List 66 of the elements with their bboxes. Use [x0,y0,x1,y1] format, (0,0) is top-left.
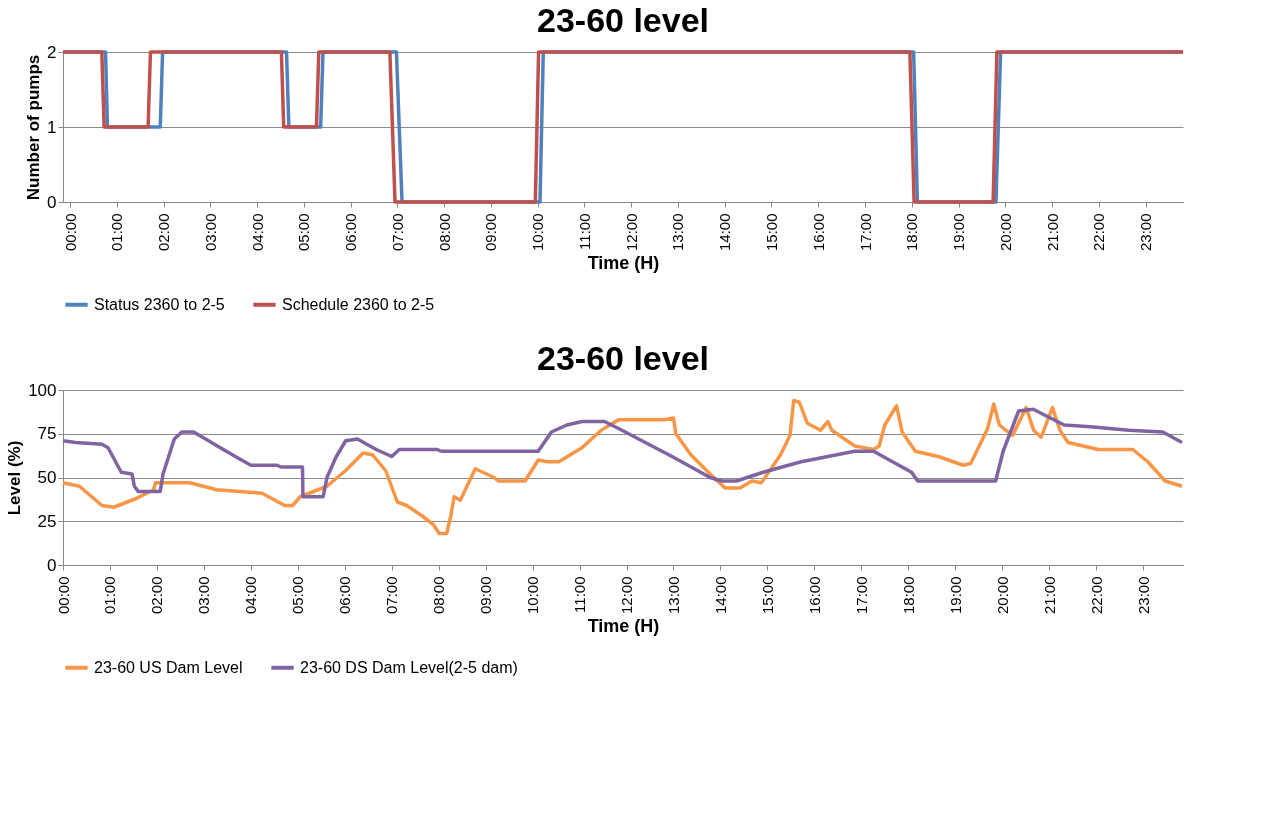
x-tick-label: 06:00 [342,213,360,252]
x-tick-label: 05:00 [295,213,313,252]
x-tick-label: 01:00 [101,576,119,615]
x-tick-label: 08:00 [430,576,448,615]
x-tick-label: 17:00 [852,576,870,615]
x-tick-label: 16:00 [809,213,827,252]
chart-title: 23-60 level [536,1,710,39]
x-tick-label: 07:00 [388,213,406,252]
legend-label: Status 2360 to 2-5 [94,295,225,313]
y-tick-label: 0 [47,192,57,212]
x-tick-label: 14:00 [711,576,729,615]
x-tick-label: 08:00 [435,213,453,252]
x-tick-label: 11:00 [571,576,589,613]
x-tick-label: 20:00 [993,576,1011,615]
x-tick-label: 20:00 [996,213,1014,252]
x-tick-label: 15:00 [758,576,776,615]
legend-label: 23-60 US Dam Level [94,658,243,676]
y-tick-label: 0 [47,555,57,575]
x-tick-label: 22:00 [1087,576,1105,615]
x-tick-label: 03:00 [195,576,213,615]
x-tick-label: 07:00 [383,576,401,615]
y-tick-label: 50 [37,468,57,487]
x-tick-label: 01:00 [108,213,126,252]
x-tick-label: 13:00 [669,213,687,252]
y-axis-title: Level (%) [5,440,25,516]
x-tick-label: 02:00 [148,576,166,615]
x-tick-label: 10:00 [524,576,542,615]
x-tick-label: 23:00 [1134,576,1152,615]
x-tick-label: 19:00 [946,576,964,615]
x-tick-label: 17:00 [856,213,874,252]
y-tick-label: 75 [37,424,57,444]
y-tick-label: 1 [47,117,57,137]
x-tick-label: 09:00 [477,576,495,615]
x-tick-label: 23:00 [1137,213,1155,252]
x-tick-label: 19:00 [950,213,968,252]
x-tick-label: 14:00 [716,213,734,252]
x-tick-label: 03:00 [201,213,219,252]
y-axis-title: Number of pumps [24,54,44,201]
chart-title: 23-60 level [536,339,710,377]
x-tick-label: 15:00 [762,213,780,252]
y-tick-label: 2 [47,42,57,62]
x-tick-label: 10:00 [529,213,547,252]
x-tick-label: 16:00 [805,576,823,615]
x-tick-label: 09:00 [482,213,500,252]
x-tick-label: 21:00 [1043,213,1061,252]
x-tick-label: 02:00 [155,213,173,252]
x-tick-label: 13:00 [664,576,682,615]
x-tick-label: 21:00 [1040,576,1058,615]
x-tick-label: 22:00 [1090,213,1108,252]
x-tick-label: 00:00 [61,213,79,252]
legend-label: Schedule 2360 to 2-5 [282,295,435,313]
x-tick-label: 18:00 [903,213,921,252]
x-tick-label: 11:00 [575,213,593,250]
x-axis-title: Time (H) [587,616,660,637]
x-tick-label: 06:00 [336,576,354,615]
x-tick-label: 04:00 [242,576,260,615]
x-axis-title: Time (H) [587,253,660,274]
y-tick-label: 100 [28,380,57,400]
legend-label: 23-60 DS Dam Level(2-5 dam) [300,658,518,676]
x-tick-label: 18:00 [899,576,917,615]
x-tick-label: 12:00 [618,576,636,615]
x-tick-label: 04:00 [248,213,266,252]
x-tick-label: 05:00 [289,576,307,615]
x-tick-label: 00:00 [54,576,72,615]
y-tick-label: 25 [37,511,57,531]
x-tick-label: 12:00 [622,213,640,252]
